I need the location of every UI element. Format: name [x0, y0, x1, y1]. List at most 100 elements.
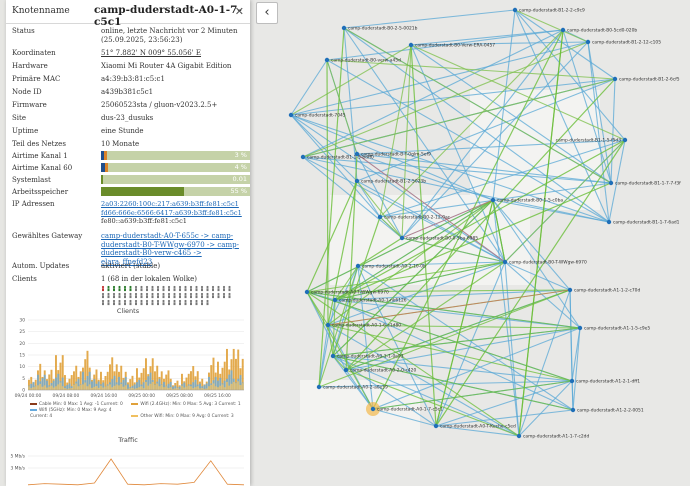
map-node[interactable]: camp-duderstadt-B0-verw-a45d: [324, 57, 401, 64]
legend-text: Wifi (5GHz): Min: 0 Max: 9 Avg: 4 Curren…: [30, 408, 112, 419]
node-dot[interactable]: [288, 112, 294, 118]
map-node[interactable]: camp-duderstadt-A1-2-1-dff1: [569, 378, 640, 385]
chart-mark-wifi-5ghz-: [199, 383, 201, 390]
map-node[interactable]: camp-duderstadt-B1-2-2-c9c9: [512, 7, 585, 14]
map-node[interactable]: camp-duderstadt-B0-1-5-c0ba: [490, 197, 564, 204]
map-node[interactable]: camp-duderstadt-A0-1-6-c1d80: [325, 322, 401, 329]
clients-chart[interactable]: 0 5 10 15 20 25 30 09/24 00:00 09/24 08:00 09/24 …: [6, 314, 250, 402]
legend-entry: Cable Min: 0 Max: 1 Avg: -1 Current: 0: [30, 402, 130, 408]
collapse-sidebar-button[interactable]: ‹: [256, 2, 278, 24]
node-dot[interactable]: [433, 423, 439, 429]
mesh-link: [435, 409, 574, 427]
gateway-link[interactable]: camp-duderstadt-A0-T-655c -> camp-: [101, 232, 234, 240]
map-node[interactable]: camp-duderstadt-A0-1-7-c5c1: [370, 406, 443, 413]
mesh-link: [327, 324, 573, 382]
map-node[interactable]: camp-duderstadt-B1-1-7-7-f3f: [608, 180, 681, 187]
field-key: Node ID: [12, 88, 42, 96]
chart-mark-wifi-5ghz-: [41, 378, 44, 390]
node-dot[interactable]: [316, 384, 322, 390]
node-dot[interactable]: [330, 353, 336, 359]
chart-mark-other-wifi: [133, 388, 136, 390]
chart-mark-other-wifi: [93, 386, 96, 390]
node-dot[interactable]: [370, 406, 376, 412]
map-node[interactable]: camp-duderstadt-B0-2-5-0021b: [341, 25, 418, 32]
node-dot[interactable]: [355, 263, 361, 269]
node-dot[interactable]: [377, 214, 383, 220]
node-dot[interactable]: [606, 219, 612, 225]
map-node[interactable]: camp-duderstadt-A0-2-10-0b: [355, 263, 426, 270]
close-icon[interactable]: ✕: [234, 5, 244, 18]
map-node[interactable]: camp-duderstadt-B0-Verw-ERA-0457: [408, 42, 495, 49]
node-dot[interactable]: [577, 325, 583, 331]
node-dot[interactable]: [341, 25, 347, 31]
node-dot[interactable]: [324, 57, 330, 63]
map-node[interactable]: camp-duderstadt-B-T-0glm-5ef9: [354, 151, 431, 158]
map-node[interactable]: camp-duderstadt-B1-2-12-c105: [585, 39, 661, 46]
chart-mark-other-wifi: [241, 383, 244, 390]
node-dot[interactable]: [567, 287, 573, 293]
map-node[interactable]: camp-duderstadt-A0-2-a0e59: [316, 384, 388, 391]
map-node[interactable]: camp-duderstadt-B0-0-5ba-6985: [399, 235, 478, 242]
map-node[interactable]: camp-duderstadt-B1-2-5023b: [354, 178, 426, 185]
node-dot[interactable]: [512, 7, 518, 13]
map-node[interactable]: camp-duderstadt-B0-T-WWgw-6970: [502, 259, 587, 266]
node-dot[interactable]: [585, 39, 591, 45]
coordinates-link[interactable]: 51° 7.882' N 009° 55.056' E: [101, 49, 202, 57]
node-dot[interactable]: [608, 180, 614, 186]
chart-mark-wifi-5ghz-: [205, 383, 208, 390]
node-dot[interactable]: [516, 433, 522, 439]
map-node[interactable]: camp-duderstadt-A0-T-WWgw-6970: [304, 289, 389, 296]
map-node[interactable]: camp-duderstadt-A0-2-0-c420: [343, 367, 417, 374]
map-node[interactable]: camp-duderstadt-7045: [288, 112, 346, 119]
ip-address-link[interactable]: 2a03:2260:100c:217:a639:b3ff:fe81:c5c1: [101, 200, 239, 208]
map-node[interactable]: camp-duderstadt-B1-1-5-f5d3: [556, 138, 628, 144]
chart-mark-wifi-5ghz-: [214, 376, 217, 390]
node-dot[interactable]: [354, 151, 360, 157]
map-node[interactable]: camp-duderstadt-A0-T-Kuche-c5ed: [433, 423, 516, 430]
chart-mark-other-wifi: [68, 388, 71, 390]
node-dot[interactable]: [399, 235, 405, 241]
gateway-link[interactable]: duderstadt-B0-T-WWgw-6970 -> camp-: [101, 240, 239, 249]
node-dot[interactable]: [502, 259, 508, 265]
chart-mark-other-wifi: [181, 385, 183, 390]
map-node[interactable]: camp-duderstadt-B1-1-5-bdff0: [300, 154, 374, 161]
mesh-link-weak: [401, 199, 494, 239]
map-node[interactable]: camp-duderstadt-B1-1-7-6ad1: [606, 219, 680, 226]
map-node[interactable]: camp-duderstadt-A0-1-nk6126: [332, 297, 407, 304]
map-node[interactable]: camp-duderstadt-B1-2-6cf5: [612, 76, 680, 83]
map-node[interactable]: camp-duderstadt-A1-2-2-0051: [570, 407, 644, 414]
node-dot[interactable]: [304, 289, 310, 295]
map-node[interactable]: camp-duderstadt-A0-1-1-0e93: [330, 353, 404, 360]
node-dot[interactable]: [490, 197, 496, 203]
map-node[interactable]: camp-duderstadt-A1-1-7-c2dd: [516, 433, 590, 440]
node-dot[interactable]: [570, 407, 576, 413]
node-dot[interactable]: [560, 27, 566, 33]
node-dot[interactable]: [612, 76, 618, 82]
chart-mark-other-wifi: [219, 385, 222, 390]
gateway-link[interactable]: duderstadt-B0-verw-c465 -> elara_ffnefd2…: [101, 249, 202, 266]
node-dot[interactable]: [569, 378, 575, 384]
map-node[interactable]: camp-duderstadt-B0-2-12-0ac: [377, 214, 451, 221]
mesh-link: [302, 78, 616, 158]
chart-mark-other-wifi: [226, 381, 228, 390]
node-dot[interactable]: [408, 42, 414, 48]
node-dot[interactable]: [300, 154, 306, 160]
chart-mark-wifi-5ghz-: [111, 379, 114, 390]
map-node[interactable]: camp-duderstadt-A1-1-2-c70d: [567, 287, 641, 294]
client-icon: [123, 299, 127, 306]
node-dot[interactable]: [325, 322, 331, 328]
map-node[interactable]: camp-duderstadt-B0-5cd0-020b: [560, 27, 638, 34]
node-dot[interactable]: [343, 367, 349, 373]
node-dot[interactable]: [354, 178, 360, 184]
chart-mark-other-wifi: [223, 387, 226, 390]
ip-address-link[interactable]: fd66:666e:6566:6417:a639:b3ff:fe81:c5c1: [101, 208, 242, 217]
node-dot[interactable]: [332, 297, 338, 303]
map-node[interactable]: camp-duderstadt-A1-1-5-c9e5: [577, 325, 651, 332]
mesh-link: [401, 44, 412, 239]
node-dot[interactable]: [622, 137, 628, 143]
node-label: camp-duderstadt-B-T-0glm-5ef9: [361, 152, 431, 158]
chart-mark-other-wifi: [118, 385, 120, 390]
traffic-chart[interactable]: 5 Mb/s 3 Mb/s: [6, 446, 250, 486]
